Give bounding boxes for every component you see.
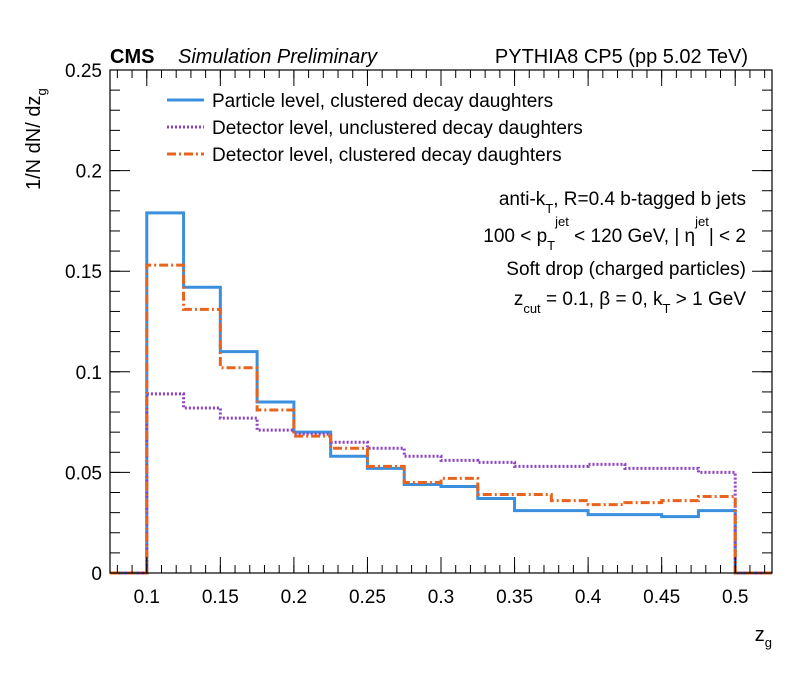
legend: Particle level, clustered decay daughter… <box>167 91 583 166</box>
legend-label-1: Particle level, clustered decay daughter… <box>212 91 553 112</box>
x-tick-label: 0.5 <box>722 587 748 608</box>
axis-ticks: 0 0.05 0.1 0.15 0.2 0.25 0.1 0.15 0.2 0.25 0.3 0.35… <box>65 61 772 608</box>
x-tick-label: 0.4 <box>575 587 602 608</box>
annotation-line-1: anti-kT, R=0.4 b-tagged b jets <box>499 189 746 216</box>
annotation-line-2: 100 < pTjet < 120 GeV, | ηjet| < 2 <box>483 214 746 253</box>
series-line-3 <box>110 263 772 575</box>
x-tick-label: 0.3 <box>428 587 454 608</box>
status-label: Simulation Preliminary <box>178 46 378 68</box>
y-tick-label: 0.15 <box>65 262 102 283</box>
x-tick-label: 0.25 <box>349 587 386 608</box>
y-tick-label: 0.25 <box>65 61 102 82</box>
x-tick-label: 0.45 <box>643 587 680 608</box>
x-tick-label: 0.2 <box>281 587 307 608</box>
experiment-label: CMS <box>110 46 154 68</box>
y-tick-label: 0.05 <box>65 463 102 484</box>
y-tick-label: 0.1 <box>76 363 102 384</box>
annotation-line-4: zcut = 0.1, β = 0, kT > 1 GeV <box>514 289 746 316</box>
legend-label-3: Detector level, clustered decay daughter… <box>212 145 562 166</box>
series-layer <box>110 211 772 575</box>
x-axis-label: zg <box>755 624 772 650</box>
x-tick-label: 0.15 <box>202 587 239 608</box>
y-tick-label: 0 <box>91 564 102 585</box>
x-tick-label: 0.35 <box>496 587 533 608</box>
generator-label: PYTHIA8 CP5 (pp 5.02 TeV) <box>495 46 748 68</box>
annotation-line-3: Soft drop (charged particles) <box>506 259 746 280</box>
y-tick-label: 0.2 <box>76 162 102 183</box>
x-tick-label: 0.1 <box>134 587 160 608</box>
y-axis-label: 1/N dN/ dzg <box>23 88 49 190</box>
series-line-2 <box>110 392 772 575</box>
legend-label-2: Detector level, unclustered decay daught… <box>212 118 583 139</box>
